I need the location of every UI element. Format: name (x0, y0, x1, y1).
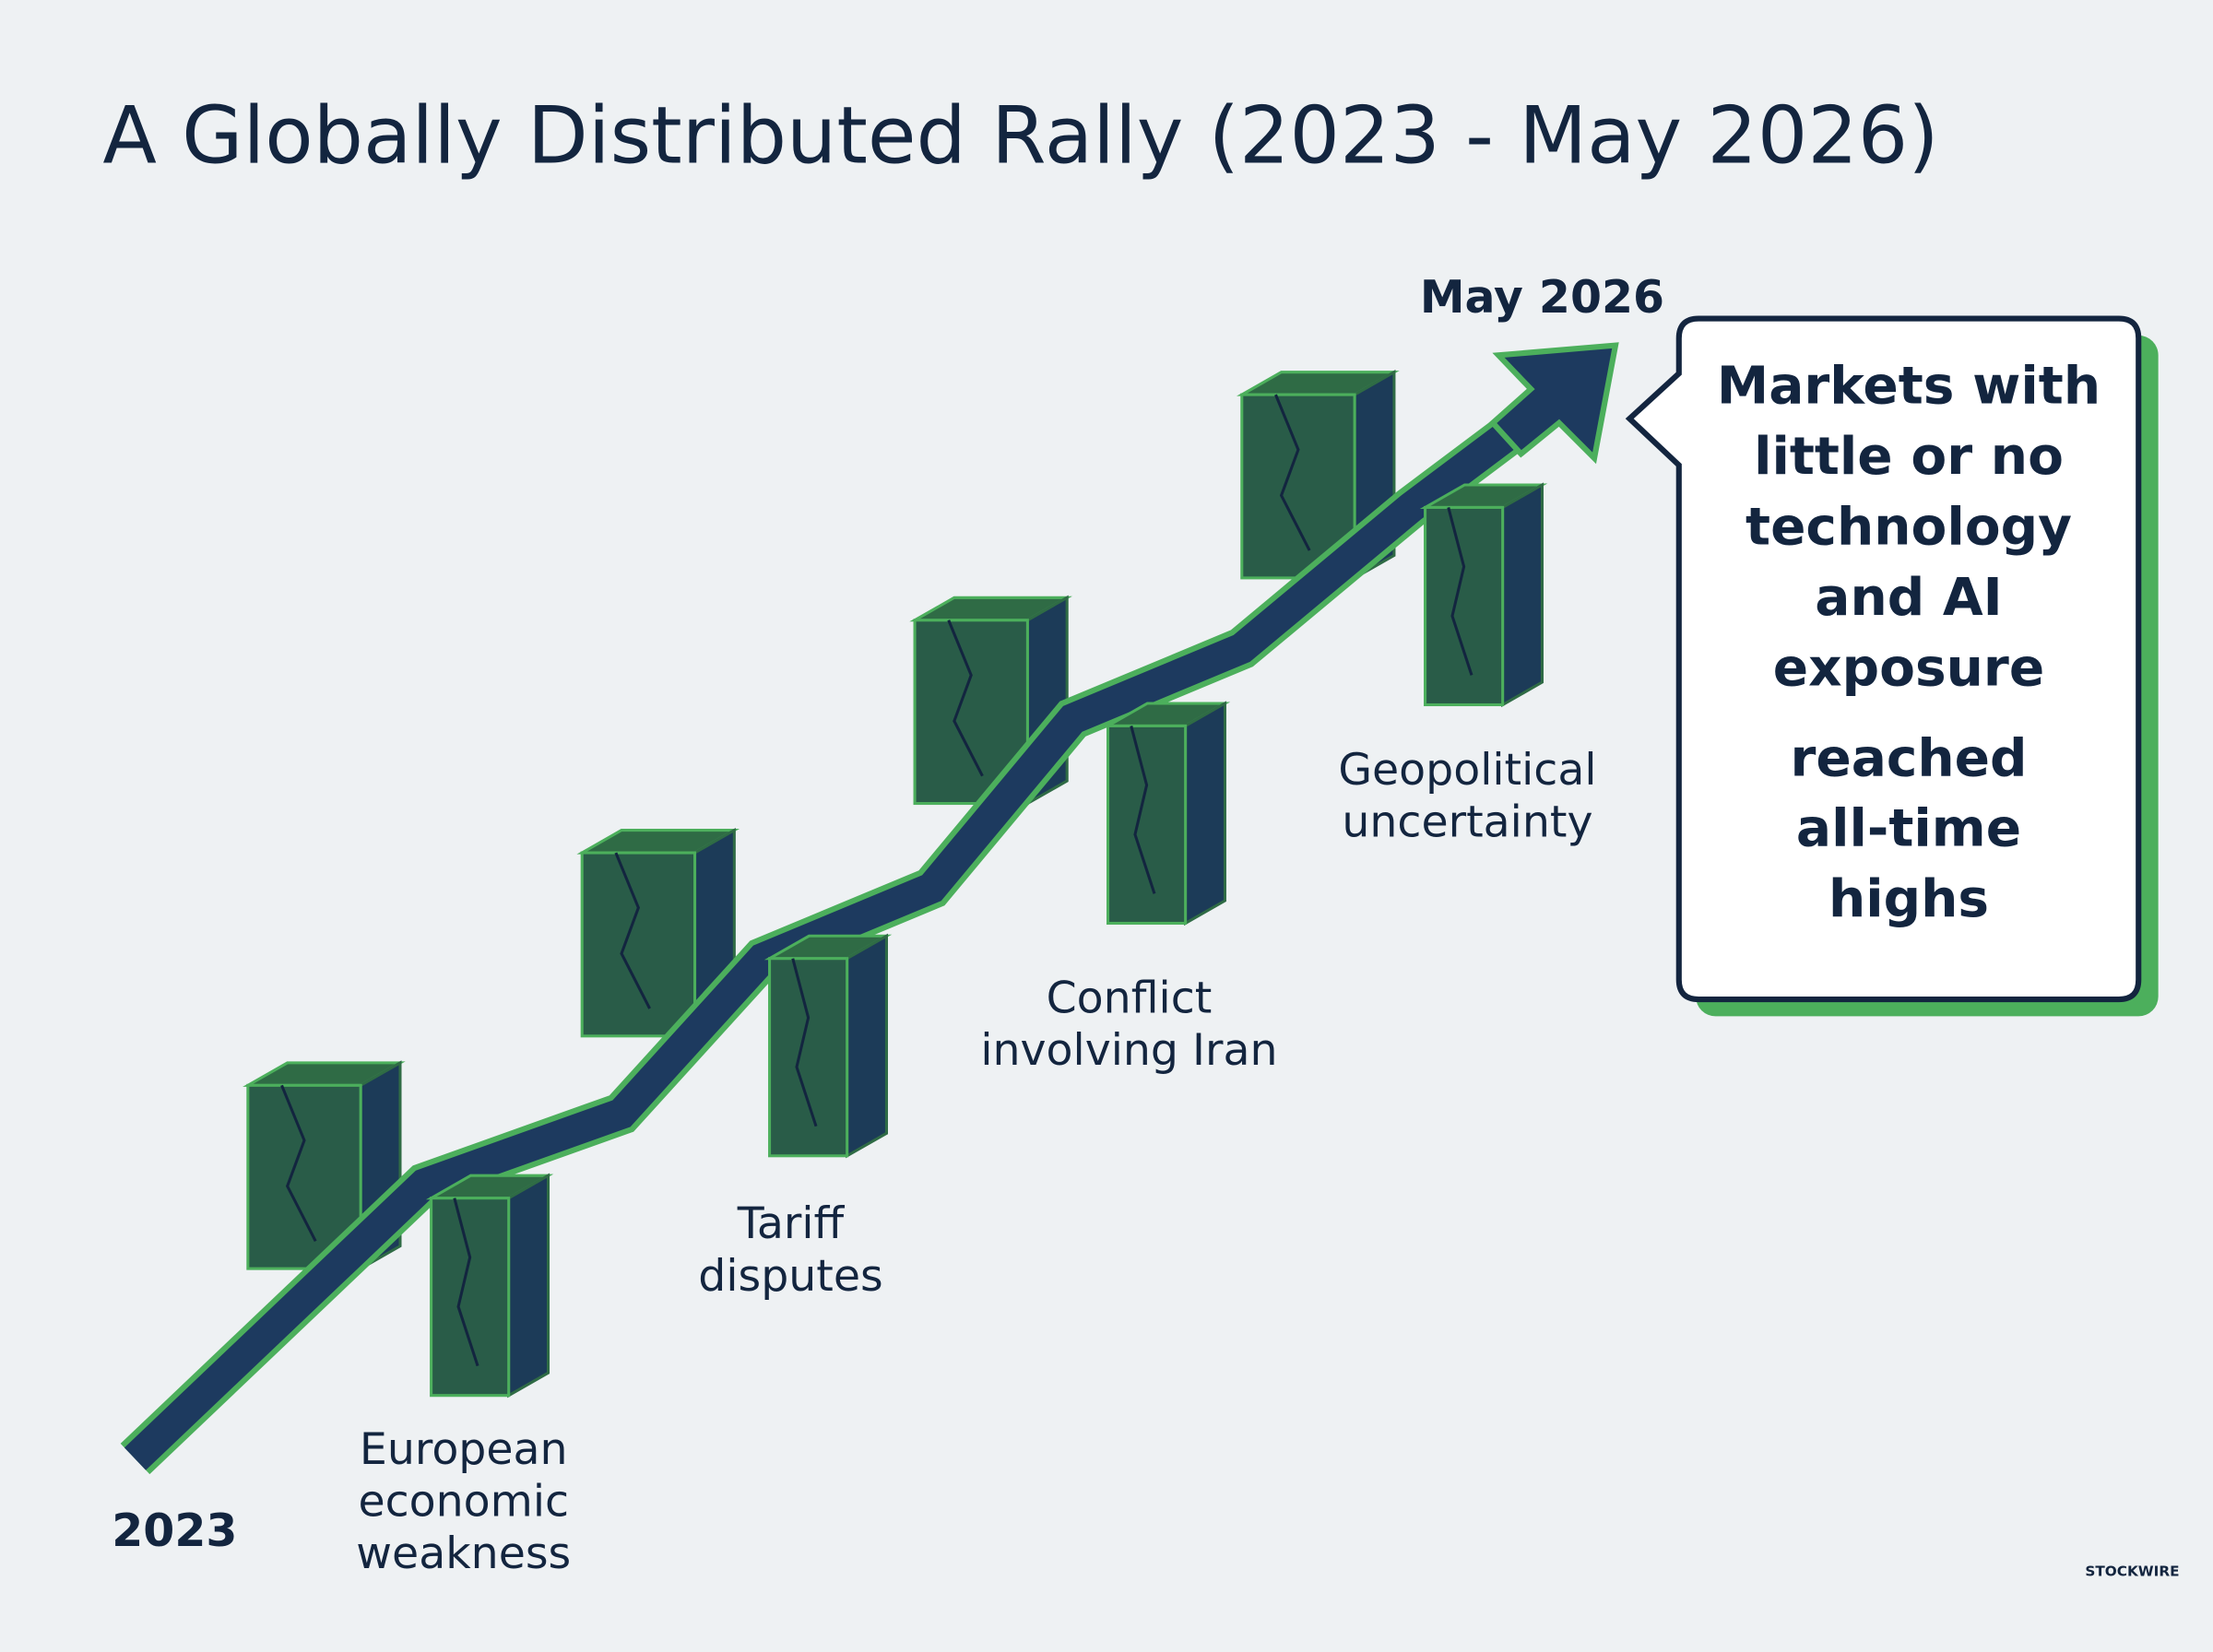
block-front (1424, 505, 1505, 707)
callout-line: highs (1828, 868, 1989, 929)
end-label: May 2026 (1420, 271, 1664, 324)
barrier-label: economic (358, 1476, 569, 1527)
barrier-label: Geopolitical (1338, 745, 1596, 796)
block-front (430, 1197, 511, 1398)
callout-line: technology (1746, 497, 2072, 558)
arrow-body (124, 389, 1562, 1470)
barrier-label: involving Iran (980, 1025, 1277, 1076)
barrier-label: uncertainty (1342, 796, 1592, 847)
trend-arrow (120, 342, 1619, 1475)
block-front (768, 957, 849, 1158)
barrier-label: Tariff (737, 1198, 846, 1249)
block-side (846, 933, 889, 1159)
title: A Globally Distributed Rally (2023 - May… (102, 90, 1938, 182)
crack (280, 1084, 317, 1242)
crack (791, 958, 818, 1127)
callout-line: Markets with (1717, 356, 2101, 417)
block-side (1184, 701, 1226, 926)
callout-line: little or no (1754, 426, 2064, 487)
block-side (1501, 482, 1544, 708)
walls-front (425, 482, 1548, 1398)
start-label: 2023 (112, 1504, 237, 1557)
callout-box (1625, 315, 2142, 1003)
crack (453, 1198, 479, 1367)
crack (1130, 726, 1156, 894)
barrier-label: European (360, 1424, 568, 1475)
callout-line: reached (1790, 727, 2027, 788)
crack (1447, 507, 1473, 676)
callout-line: all-time (1796, 798, 2021, 859)
block-front (1106, 724, 1188, 926)
block-side (507, 1173, 550, 1398)
watermark: STOCKWIRE (2085, 1563, 2179, 1579)
block-front (580, 851, 697, 1038)
crack (1274, 394, 1311, 551)
crack (614, 852, 651, 1009)
barrier-label: disputes (698, 1251, 882, 1302)
callout (1625, 315, 2159, 1017)
callout-line: and AI (1815, 567, 2002, 628)
arrow-head (1488, 342, 1619, 465)
barrier-label: weakness (356, 1528, 571, 1579)
crack (947, 620, 984, 777)
barrier-label: Conflict (1047, 974, 1213, 1024)
callout-line: exposure (1773, 637, 2044, 698)
